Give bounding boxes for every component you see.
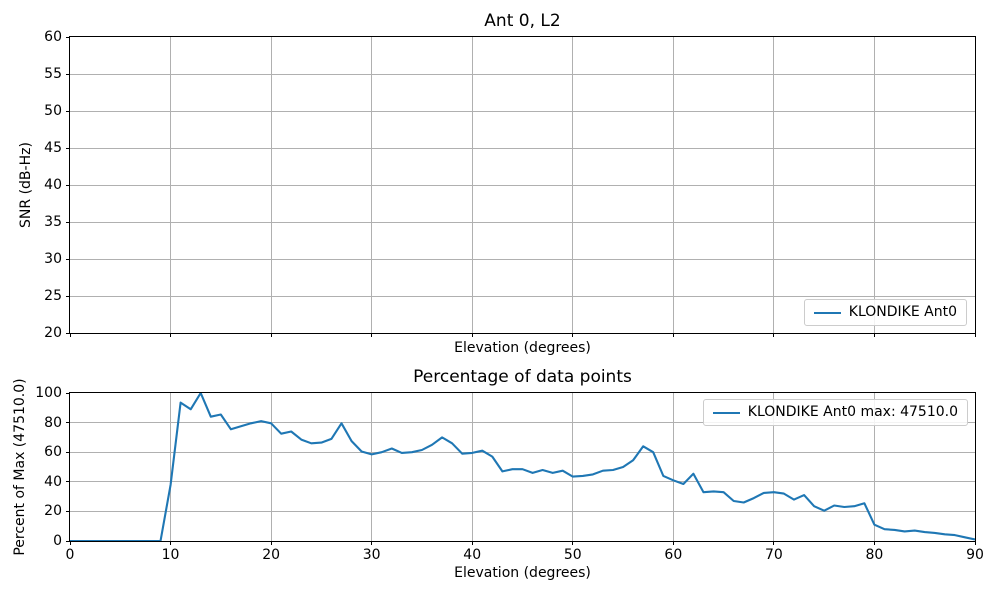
x-tick-label: 0: [65, 547, 75, 563]
top-chart-title: Ant 0, L2: [484, 11, 561, 31]
x-tick-mark: [69, 333, 71, 337]
x-tick-label: 60: [664, 547, 683, 563]
y-tick-label: 100: [35, 385, 62, 401]
y-tick-label: 0: [53, 533, 62, 549]
y-tick-label: 50: [44, 103, 62, 119]
x-tick-mark: [572, 333, 574, 337]
y-tick-mark: [66, 73, 70, 75]
y-gridline: [70, 451, 975, 453]
y-tick-mark: [66, 510, 70, 512]
x-tick-label: 50: [563, 547, 582, 563]
y-gridline: [70, 295, 975, 297]
x-tick-mark: [572, 541, 574, 545]
y-tick-mark: [66, 451, 70, 453]
y-tick-label: 45: [44, 140, 62, 156]
x-tick-label: 90: [966, 547, 984, 563]
x-tick-mark: [974, 333, 976, 337]
top-plot-area: 20 25 30 35 40 45 50 55 60: [44, 29, 976, 341]
x-gridline: [773, 393, 775, 541]
y-gridline: [70, 258, 975, 260]
y-tick-mark: [66, 36, 70, 38]
x-gridline: [270, 393, 272, 541]
y-tick-label: 20: [44, 325, 62, 341]
x-tick-mark: [773, 541, 775, 545]
y-tick-label: 35: [44, 214, 62, 230]
x-tick-mark: [371, 333, 373, 337]
x-tick-mark: [672, 541, 674, 545]
x-tick-mark: [270, 541, 272, 545]
y-gridline: [70, 147, 975, 149]
top-legend-label: KLONDIKE Ant0: [848, 304, 957, 320]
y-tick-mark: [66, 392, 70, 394]
legend-line-icon: [712, 411, 740, 414]
y-tick-mark: [66, 295, 70, 297]
y-gridline: [70, 221, 975, 223]
x-tick-label: 20: [262, 547, 281, 563]
x-tick-mark: [471, 541, 473, 545]
x-tick-mark: [170, 541, 172, 545]
bottom-chart-title: Percentage of data points: [413, 367, 632, 387]
x-gridline: [170, 393, 172, 541]
x-tick-label: 80: [865, 547, 884, 563]
y-tick-mark: [66, 258, 70, 260]
x-tick-mark: [873, 541, 875, 545]
y-gridline: [70, 73, 975, 75]
legend-line-icon: [813, 311, 841, 314]
x-tick-mark: [371, 541, 373, 545]
bottom-legend: KLONDIKE Ant0 max: 47510.0: [702, 399, 968, 426]
y-tick-label: 30: [44, 251, 62, 267]
y-tick-mark: [66, 147, 70, 149]
y-tick-label: 80: [44, 414, 62, 431]
x-tick-label: 40: [463, 547, 482, 563]
y-tick-mark: [66, 332, 70, 334]
y-gridline: [70, 110, 975, 112]
y-tick-mark: [66, 540, 70, 542]
y-tick-mark: [66, 481, 70, 483]
x-gridline: [873, 393, 875, 541]
x-tick-mark: [270, 333, 272, 337]
y-tick-label: 20: [44, 503, 62, 520]
x-gridline: [371, 393, 373, 541]
top-chart-xlabel: Elevation (degrees): [454, 340, 591, 356]
bottom-legend-label: KLONDIKE Ant0 max: 47510.0: [747, 404, 958, 420]
x-tick-label: 30: [362, 547, 381, 563]
y-gridline: [70, 184, 975, 186]
x-tick-mark: [873, 333, 875, 337]
x-tick-mark: [773, 333, 775, 337]
y-tick-label: 60: [44, 444, 62, 461]
y-tick-label: 60: [44, 29, 62, 45]
y-tick-label: 55: [44, 66, 62, 82]
x-tick-mark: [471, 333, 473, 337]
x-tick-mark: [974, 541, 976, 545]
x-gridline: [672, 393, 674, 541]
x-tick-mark: [170, 333, 172, 337]
y-gridline: [70, 481, 975, 483]
y-tick-label: 25: [44, 288, 62, 304]
x-tick-label: 70: [764, 547, 783, 563]
y-tick-mark: [66, 422, 70, 424]
x-gridline: [471, 393, 473, 541]
y-gridline: [70, 422, 975, 424]
data-line-layer: [70, 393, 975, 541]
bottom-chart-xlabel: Elevation (degrees): [454, 565, 591, 581]
y-tick-label: 40: [44, 177, 62, 193]
y-tick-mark: [66, 221, 70, 223]
top-legend: KLONDIKE Ant0: [803, 299, 967, 326]
y-tick-mark: [66, 110, 70, 112]
y-tick-label: 40: [44, 473, 62, 490]
x-tick-mark: [672, 333, 674, 337]
x-tick-mark: [69, 541, 71, 545]
x-tick-label: 10: [161, 547, 180, 563]
snr-percentage-line: [70, 393, 975, 541]
y-gridline: [70, 510, 975, 512]
y-tick-mark: [66, 184, 70, 186]
x-gridline: [572, 393, 574, 541]
